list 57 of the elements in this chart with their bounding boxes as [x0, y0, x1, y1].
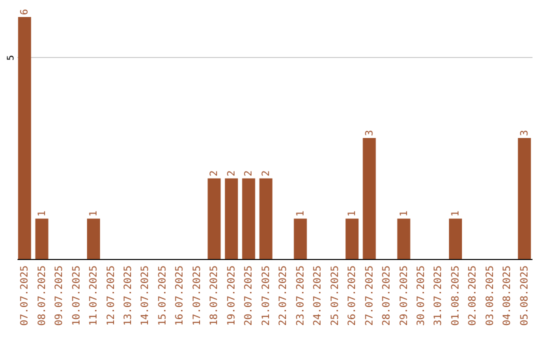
x-tick-label: 31.07.2025: [433, 266, 444, 326]
x-tick-label: 27.07.2025: [364, 266, 376, 326]
bar: [87, 218, 100, 259]
x-tick-label: 05.08.2025: [519, 266, 530, 326]
x-tick-label: 04.08.2025: [502, 266, 514, 326]
x-tick-label: 21.07.2025: [260, 266, 272, 326]
data-label: 2: [244, 170, 255, 176]
data-label: 2: [209, 170, 220, 176]
x-tick-label: 19.07.2025: [226, 266, 238, 326]
data-label: 3: [519, 130, 530, 136]
bar: [208, 178, 221, 259]
data-label: 2: [226, 170, 238, 176]
data-label: 1: [295, 210, 306, 217]
x-tick-label: 23.07.2025: [295, 266, 306, 326]
x-tick-label: 11.07.2025: [88, 266, 100, 326]
x-tick-label: 02.08.2025: [468, 266, 479, 326]
x-tick-label: 13.07.2025: [122, 266, 134, 326]
x-tick-label: 28.07.2025: [382, 266, 393, 326]
bar: [18, 17, 32, 259]
bar: [518, 138, 531, 259]
bar: [35, 218, 48, 259]
bar: [448, 218, 462, 259]
bar: [224, 178, 238, 259]
x-tick-label: 18.07.2025: [209, 266, 220, 326]
x-tick-label: 22.07.2025: [278, 266, 290, 326]
data-label: 1: [398, 210, 410, 217]
x-tick-label: 09.07.2025: [54, 266, 66, 326]
data-label: 1: [36, 210, 48, 217]
x-tick-label: 12.07.2025: [106, 266, 117, 326]
x-tick-label: 14.07.2025: [140, 266, 152, 326]
x-tick-label: 03.08.2025: [484, 266, 496, 326]
x-tick-label: 25.07.2025: [330, 266, 341, 326]
data-label: 1: [88, 210, 100, 217]
x-tick-label: 20.07.2025: [244, 266, 255, 326]
bar: [259, 178, 272, 259]
x-tick-label: 15.07.2025: [157, 266, 168, 326]
bar: [346, 218, 359, 259]
bar: [362, 138, 376, 259]
x-tick-label: 07.07.2025: [20, 266, 31, 326]
bar: [294, 218, 307, 259]
data-label: 1: [450, 210, 462, 217]
bar: [397, 218, 410, 259]
x-tick-label: 17.07.2025: [192, 266, 203, 326]
data-label: 3: [364, 130, 376, 136]
x-tick-label: 26.07.2025: [347, 266, 358, 326]
data-label: 2: [260, 170, 272, 176]
x-tick-label: 24.07.2025: [312, 266, 324, 326]
bar: [242, 178, 256, 259]
x-tick-label: 08.07.2025: [36, 266, 48, 326]
x-tick-label: 01.08.2025: [450, 266, 462, 326]
data-label: 1: [347, 210, 358, 217]
y-tick-label: 5: [6, 55, 16, 61]
x-tick-label: 29.07.2025: [398, 266, 410, 326]
x-tick-label: 16.07.2025: [174, 266, 186, 326]
x-tick-label: 10.07.2025: [71, 266, 82, 326]
x-tick-label: 30.07.2025: [416, 266, 428, 326]
data-label: 6: [20, 8, 31, 15]
